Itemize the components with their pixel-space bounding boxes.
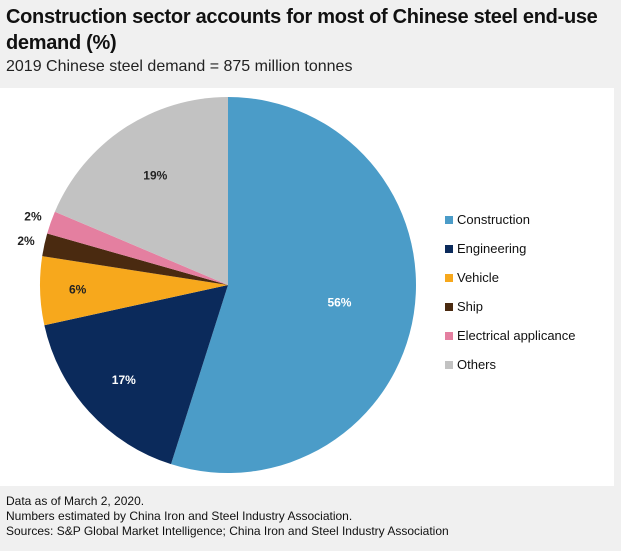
legend-label: Others bbox=[457, 357, 497, 372]
legend-label: Engineering bbox=[457, 241, 527, 256]
note-sources: Sources: S&P Global Market Intelligence;… bbox=[6, 524, 449, 538]
pie-slice-vehicle bbox=[39, 256, 228, 326]
data-label: 56% bbox=[327, 295, 351, 309]
legend-item: Vehicle bbox=[445, 263, 576, 292]
legend-swatch bbox=[445, 215, 453, 224]
data-label: 2% bbox=[17, 234, 35, 248]
note-estimate: Numbers estimated by China Iron and Stee… bbox=[6, 509, 353, 523]
legend-swatch bbox=[445, 360, 453, 369]
pie-slice-others bbox=[54, 97, 228, 285]
pie-slice-construction bbox=[171, 97, 416, 473]
legend-swatch bbox=[445, 273, 453, 282]
chart-panel: 56% 17% 6% 2% 2% 19% Construction Engineering V… bbox=[0, 88, 614, 486]
legend-item: Electrical applicance bbox=[445, 321, 576, 350]
data-label: 6% bbox=[69, 283, 87, 297]
pie-chart: 56% 17% 6% 2% 2% 19% bbox=[17, 97, 416, 473]
data-label: 17% bbox=[112, 373, 136, 387]
pie-slice-ship bbox=[42, 233, 229, 285]
note-date: Data as of March 2, 2020. bbox=[6, 494, 145, 508]
legend-label: Vehicle bbox=[457, 270, 499, 285]
legend-swatch bbox=[445, 244, 453, 253]
legend-item: Others bbox=[445, 350, 576, 379]
notes: Data as of March 2, 2020. Numbers estima… bbox=[6, 494, 449, 539]
legend-item: Construction bbox=[445, 205, 576, 234]
legend-swatch bbox=[445, 331, 453, 340]
legend-label: Electrical applicance bbox=[457, 328, 576, 343]
legend-item: Engineering bbox=[445, 234, 576, 263]
data-label: 19% bbox=[143, 168, 167, 182]
chart-title: Construction sector accounts for most of… bbox=[6, 6, 598, 54]
chart-subtitle: 2019 Chinese steel demand = 875 million … bbox=[6, 58, 353, 75]
pie-slice-electrical-applicance bbox=[47, 211, 228, 285]
pie-slice-engineering bbox=[44, 285, 229, 465]
legend-label: Ship bbox=[457, 299, 484, 314]
legend-label: Construction bbox=[457, 212, 530, 227]
legend: Construction Engineering Vehicle Ship Electr… bbox=[445, 205, 576, 379]
legend-swatch bbox=[445, 302, 453, 311]
data-label: 2% bbox=[24, 209, 42, 223]
legend-item: Ship bbox=[445, 292, 576, 321]
